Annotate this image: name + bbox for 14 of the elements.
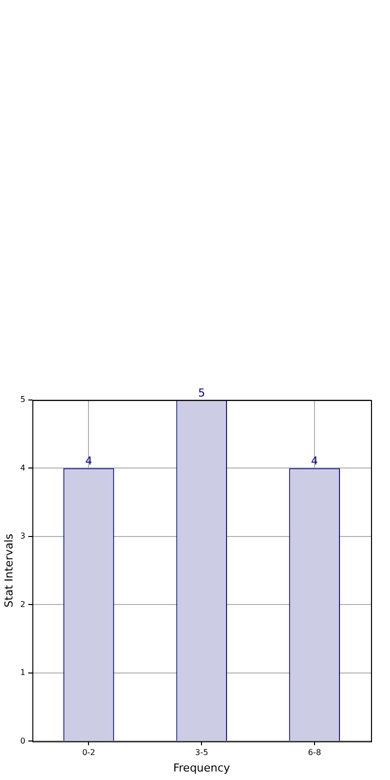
y-tick-label: 3 bbox=[20, 532, 26, 541]
y-tick-label: 1 bbox=[20, 668, 26, 678]
data-label: 4 bbox=[311, 454, 318, 468]
data-label: 5 bbox=[198, 386, 206, 400]
x-tick-label: 3-5 bbox=[195, 748, 208, 758]
y-tick-label: 0 bbox=[20, 736, 26, 746]
y-tick-label: 4 bbox=[20, 463, 26, 472]
data-label: 4 bbox=[85, 454, 92, 468]
y-tick-label: 2 bbox=[20, 600, 26, 609]
y-axis-title: Stat Intervals bbox=[2, 533, 16, 608]
y-tick-label: 5 bbox=[20, 395, 26, 404]
x-tick-label: 0-2 bbox=[82, 748, 96, 758]
x-tick-label: 6-8 bbox=[308, 748, 322, 758]
x-axis-title: Frequency bbox=[173, 761, 231, 774]
